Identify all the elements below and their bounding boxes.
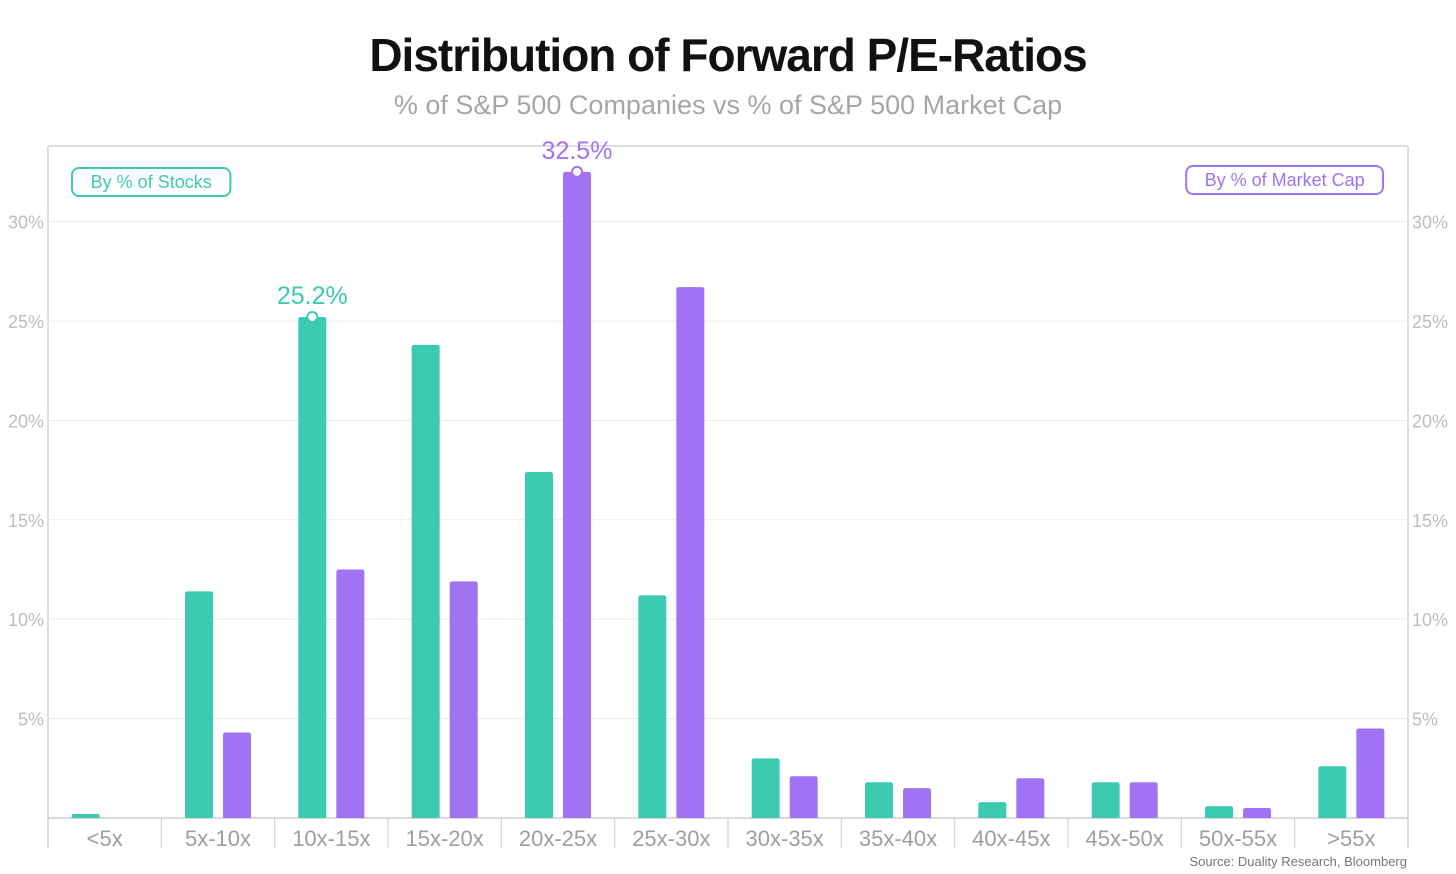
source-note: Source: Duality Research, Bloomberg	[1190, 854, 1408, 869]
y-axis-ticks: 5% 5% 10% 10% 15% 15% 20% 20% 25% 25% 30% 30%	[8, 213, 1448, 730]
bar-stocks	[1091, 782, 1120, 818]
legend-label: By % of Stocks	[91, 172, 212, 192]
plot-frame	[47, 145, 1409, 848]
bar-market-cap	[449, 581, 478, 818]
bar-stocks	[638, 595, 667, 818]
x-tick-label: 30x-35x	[746, 826, 824, 851]
x-tick-label: 40x-45x	[972, 826, 1050, 851]
x-tick-label: 50x-55x	[1199, 826, 1277, 851]
annotation-marker	[571, 165, 583, 178]
bar-market-cap	[1356, 728, 1385, 818]
legend: By % of Stocks By % of Market Cap	[71, 165, 1384, 197]
legend-box	[71, 167, 232, 197]
bar-market-cap	[789, 776, 818, 818]
y-tick-label-left: 25%	[8, 312, 44, 332]
y-tick-label-right: 5%	[1412, 710, 1438, 730]
bar-stocks	[298, 316, 327, 818]
annotation-label: 32.5%	[542, 137, 613, 165]
bar-market-cap	[676, 287, 705, 818]
x-tick-label: 45x-50x	[1086, 826, 1164, 851]
x-tick-label: 25x-30x	[632, 826, 710, 851]
bar-stocks	[71, 814, 100, 818]
x-axis-ticks: <5x 5x-10x 10x-15x 15x-20x 20x-25x 25x-30x 30x…	[87, 826, 1376, 851]
bar-stocks	[185, 591, 213, 818]
y-tick-label-left: 10%	[8, 610, 44, 630]
annotations: 25.2% 32.5%	[277, 137, 613, 323]
x-tick-label: 35x-40x	[859, 826, 937, 851]
y-tick-label-right: 15%	[1412, 511, 1448, 531]
bar-stocks	[1318, 766, 1347, 818]
x-tick-label: 20x-25x	[519, 826, 597, 851]
bar-market-cap	[1243, 808, 1271, 818]
bar-stocks	[865, 782, 893, 818]
annotation-label: 25.2%	[277, 282, 348, 310]
annotation-marker	[306, 310, 319, 323]
bar-market-cap	[1129, 782, 1158, 818]
bar-market-cap	[336, 569, 365, 818]
legend-box	[1185, 165, 1384, 195]
bar-stocks	[1205, 806, 1233, 818]
x-tick-label: 10x-15x	[292, 826, 370, 851]
bars	[71, 171, 1385, 818]
bar-stocks	[751, 758, 780, 818]
bar-stocks	[978, 802, 1007, 818]
y-tick-label-right: 25%	[1412, 312, 1448, 332]
chart-subtitle: % of S&P 500 Companies vs % of S&P 500 M…	[393, 90, 1063, 120]
bar-stocks	[411, 344, 440, 818]
chart-title: Distribution of Forward P/E-Ratios	[369, 29, 1087, 81]
bar-market-cap	[223, 732, 251, 818]
y-tick-label-left: 20%	[8, 411, 44, 431]
bar-market-cap	[1016, 778, 1045, 818]
bar-market-cap	[563, 171, 591, 818]
y-tick-label-right: 10%	[1412, 610, 1448, 630]
bar-stocks	[525, 472, 553, 818]
x-tick-label: >55x	[1327, 826, 1375, 851]
y-tick-label-right: 30%	[1412, 213, 1448, 233]
bar-market-cap	[903, 788, 931, 818]
legend-label: By % of Market Cap	[1205, 170, 1365, 190]
gridlines	[48, 221, 1408, 720]
y-tick-label-right: 20%	[1412, 411, 1448, 431]
y-tick-label-left: 5%	[18, 710, 44, 730]
x-tick-label: <5x	[87, 826, 123, 851]
y-tick-label-left: 30%	[8, 213, 44, 233]
x-tick-label: 5x-10x	[185, 826, 251, 851]
y-tick-label-left: 15%	[8, 511, 44, 531]
x-tick-label: 15x-20x	[406, 826, 484, 851]
